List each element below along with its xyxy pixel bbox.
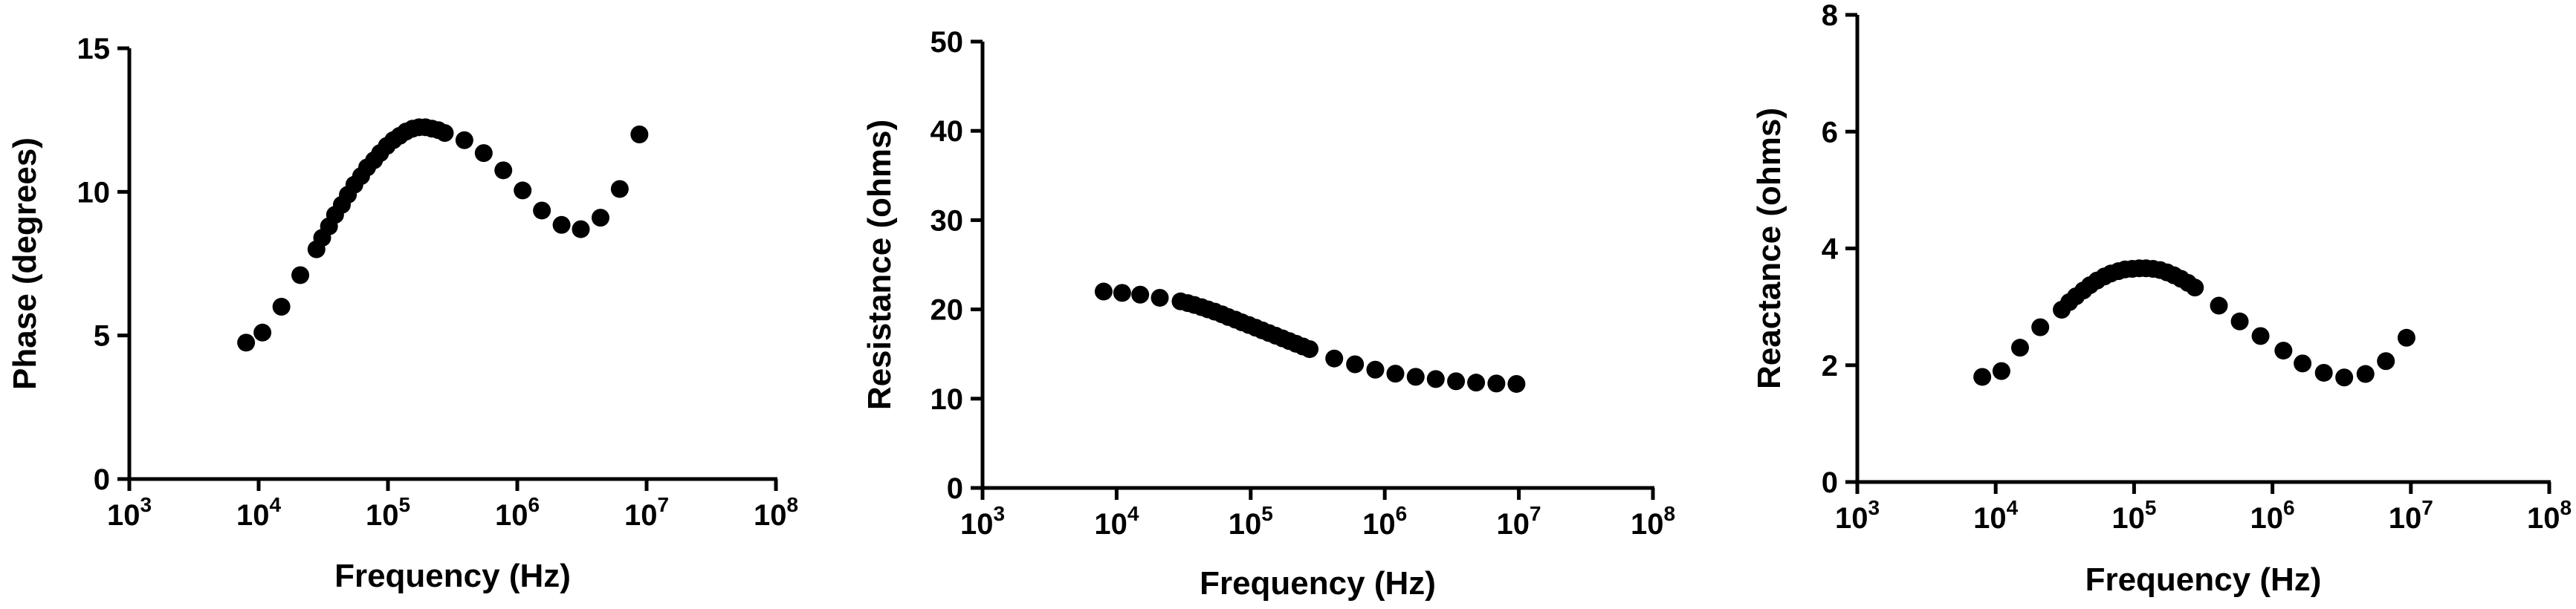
y-tick-label: 15 [77,33,111,65]
data-point [1113,284,1131,302]
phase-axes: 0 5 10 15 103 104 105 106 107 108 [77,33,799,532]
y-tick-label: 0 [1822,466,1838,499]
data-point [1487,374,1506,393]
data-point [552,215,571,234]
data-point [1131,285,1150,304]
y-tick-label: 30 [931,204,964,237]
y-tick-label: 2 [1822,350,1838,382]
resistance-y-axis-label: Resistance (ohms) [861,120,898,410]
data-point [2314,363,2333,382]
y-tick-label: 40 [931,115,964,148]
x-tick-label: 106 [495,493,540,532]
data-point [1447,372,1466,391]
y-tick-label: 10 [931,383,964,416]
data-point [2397,328,2415,347]
data-point [533,201,551,220]
data-point [237,333,256,352]
data-point [630,126,649,143]
resistance-x-axis-label: Frequency (Hz) [1200,565,1436,602]
data-point [1992,362,2010,380]
data-point [474,144,493,163]
x-tick-label: 105 [2111,496,2156,535]
y-tick-label: 0 [947,472,963,505]
data-point [514,181,532,200]
y-tick-label: 10 [77,176,111,209]
data-point [2274,342,2293,360]
data-point [455,131,473,149]
data-point [1386,365,1405,383]
x-tick-label: 104 [236,493,282,532]
data-point [1151,288,1169,307]
data-point [2251,327,2270,345]
y-tick-label: 6 [1822,116,1838,149]
x-tick-label: 106 [2250,496,2295,535]
y-tick-label: 20 [931,294,964,327]
data-point [1507,374,1526,393]
x-tick-label: 108 [2527,496,2572,535]
x-tick-label: 104 [1973,496,2019,535]
data-point [610,180,629,198]
y-tick-label: 4 [1822,233,1839,266]
data-point [436,124,454,143]
y-tick-label: 8 [1822,0,1838,32]
data-point [1406,368,1425,386]
phase-x-axis-label: Frequency (Hz) [334,558,571,594]
resistance-chart: 0 10 20 30 40 50 103 104 105 106 107 108 Resistance… [861,26,1675,602]
x-tick-label: 106 [1362,502,1407,541]
reactance-x-axis-label: Frequency (Hz) [2085,561,2322,598]
x-tick-label: 108 [1631,502,1675,541]
x-tick-label: 105 [366,493,410,532]
reactance-y-axis-label: Reactance (ohms) [1751,108,1787,389]
data-point [572,220,590,238]
x-tick-label: 108 [754,493,798,532]
resistance-axes: 0 10 20 30 40 50 103 104 105 106 107 108 [931,26,1676,541]
data-point [1467,374,1486,392]
data-point [2210,296,2228,315]
data-point [2294,354,2312,373]
phase-points [237,118,649,352]
x-tick-label: 104 [1094,502,1139,541]
data-point [1325,349,1344,368]
data-point [1094,282,1113,301]
data-point [1973,368,1992,386]
reactance-chart: 0 2 4 6 8 103 104 105 106 107 108 Reactance (ohms)… [1751,0,2572,598]
data-point [291,266,310,284]
x-tick-label: 103 [107,493,152,532]
reactance-points [1973,259,2415,387]
data-point [2186,279,2204,297]
data-point [2377,352,2395,371]
phase-chart: 0 5 10 15 103 104 105 106 107 108 Phase (degrees)… [7,33,798,594]
phase-y-axis-label: Phase (degrees) [7,137,43,390]
y-tick-label: 5 [94,320,110,353]
x-tick-label: 107 [2389,496,2433,535]
x-tick-label: 105 [1229,502,1273,541]
data-point [253,323,272,342]
data-point [2230,312,2249,330]
data-point [1346,355,1365,374]
x-tick-label: 107 [1497,502,1541,541]
data-point [2335,368,2354,387]
data-point [2010,339,2029,357]
data-point [1301,340,1319,359]
data-point [272,298,291,316]
data-point [2031,318,2050,336]
data-point [494,161,513,180]
x-tick-label: 107 [624,493,669,532]
data-point [1426,370,1445,388]
reactance-axes: 0 2 4 6 8 103 104 105 106 107 108 [1822,0,2572,535]
data-point [591,209,609,227]
x-tick-label: 103 [960,502,1005,541]
y-tick-label: 0 [94,463,110,496]
y-tick-label: 50 [931,26,964,59]
data-point [1366,360,1385,379]
x-tick-label: 103 [1835,496,1880,535]
resistance-points [1094,282,1526,393]
data-point [2356,365,2375,383]
